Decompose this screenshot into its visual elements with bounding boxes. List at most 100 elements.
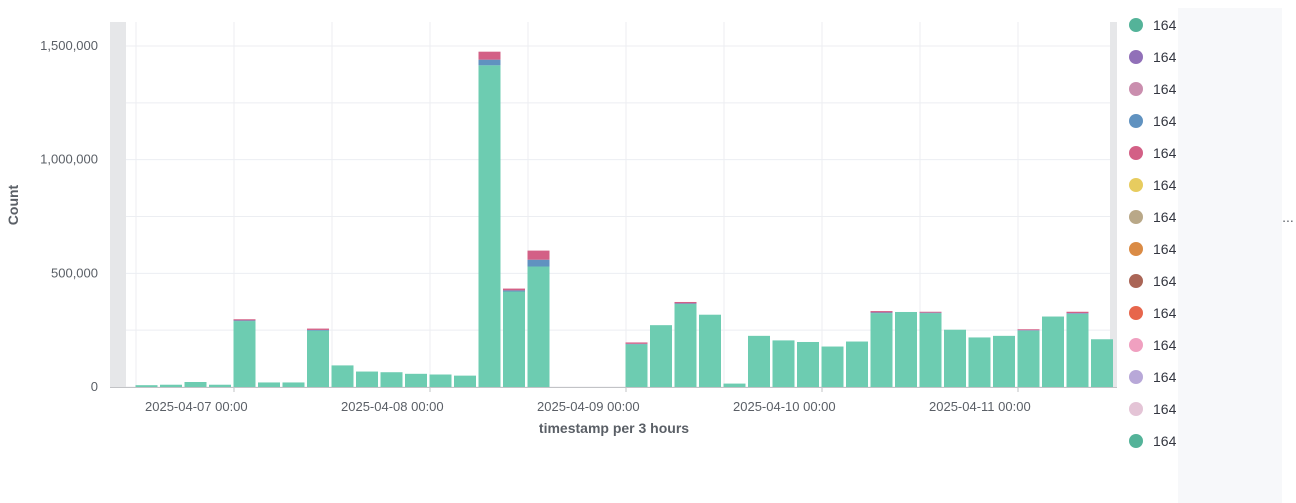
x-tick-label: 2025-04-08 00:00 — [341, 399, 444, 414]
bar-segment[interactable] — [625, 344, 648, 387]
bar-segment[interactable] — [993, 335, 1015, 387]
legend-swatch-icon — [1129, 370, 1143, 384]
bar-segment[interactable] — [135, 385, 158, 387]
bar-segment[interactable] — [1066, 313, 1089, 314]
bar-segment[interactable] — [919, 311, 942, 313]
legend-label: 164 — [1153, 81, 1177, 97]
legend-label: 164 — [1153, 145, 1177, 161]
bar-segment[interactable] — [674, 304, 697, 387]
bar-segment[interactable] — [1066, 311, 1089, 314]
bar-segment[interactable] — [233, 319, 256, 321]
bar-segment[interactable] — [748, 335, 770, 387]
bar-segment[interactable] — [503, 288, 525, 291]
legend-item[interactable]: 164 — [1129, 177, 1177, 193]
bar-segment[interactable] — [821, 346, 844, 387]
bar-segment[interactable] — [797, 341, 819, 387]
bar-segment[interactable] — [380, 372, 403, 387]
bar-segment[interactable] — [1017, 330, 1040, 387]
legend-swatch-icon — [1129, 338, 1143, 352]
bar-segment[interactable] — [1091, 339, 1113, 387]
bar-segment[interactable] — [282, 382, 305, 387]
x-tick-label: 2025-04-07 00:00 — [145, 399, 248, 414]
bar-segment[interactable] — [478, 59, 501, 66]
bar-segment[interactable] — [405, 373, 427, 387]
x-axis-title: timestamp per 3 hours — [539, 420, 689, 436]
legend-item[interactable]: 164 — [1129, 273, 1177, 289]
bar-segment[interactable] — [919, 313, 942, 387]
bar-segment[interactable] — [429, 374, 452, 387]
legend-swatch-icon — [1129, 114, 1143, 128]
bar-segment[interactable] — [723, 383, 746, 387]
legend-item[interactable]: 164 — [1129, 433, 1177, 449]
legend-item[interactable]: 164 — [1129, 369, 1177, 385]
bar-segment[interactable] — [919, 312, 942, 314]
legend-swatch-icon — [1129, 242, 1143, 256]
bar-segment[interactable] — [527, 266, 550, 387]
legend-item[interactable]: 164 — [1129, 17, 1177, 33]
bar-segment[interactable] — [233, 321, 256, 387]
bar-segment[interactable] — [944, 329, 966, 387]
legend-item[interactable]: 164 — [1129, 81, 1177, 97]
bar-segment[interactable] — [699, 314, 721, 387]
bar-segment[interactable] — [307, 329, 329, 331]
legend-swatch-icon — [1129, 178, 1143, 192]
legend-item[interactable]: 164 — [1129, 49, 1177, 65]
bar-segment[interactable] — [1066, 313, 1089, 387]
bar-segment[interactable] — [625, 343, 648, 345]
bar-segment[interactable] — [478, 65, 501, 387]
bar-segment[interactable] — [503, 290, 525, 292]
bar-segment[interactable] — [870, 311, 893, 313]
legend-label: 164 — [1153, 305, 1177, 321]
bar-segment[interactable] — [1042, 316, 1064, 387]
bar-segment[interactable] — [258, 382, 280, 387]
bar-segment[interactable] — [454, 375, 476, 387]
bar-segment[interactable] — [625, 342, 648, 344]
legend-item[interactable]: 164 — [1129, 337, 1177, 353]
bar-segment[interactable] — [846, 341, 868, 387]
bar-segment[interactable] — [527, 259, 550, 267]
legend-swatch-icon — [1129, 146, 1143, 160]
bar-segment[interactable] — [870, 312, 893, 314]
legend[interactable]: 164 164 164 164 164 164 164 164 164 164 164 164 164 1… — [1129, 17, 1177, 449]
bar-segment[interactable] — [674, 303, 697, 305]
legend-swatch-icon — [1129, 434, 1143, 448]
bar-segment[interactable] — [527, 250, 550, 260]
bar-segment[interactable] — [307, 328, 329, 330]
bar-segment[interactable] — [307, 330, 329, 387]
y-tick-label: 0 — [91, 379, 98, 394]
bars-layer — [135, 51, 1113, 387]
bar-segment[interactable] — [674, 301, 697, 304]
bar-segment[interactable] — [870, 313, 893, 387]
legend-label: 164 — [1153, 209, 1177, 225]
bar-segment[interactable] — [233, 320, 256, 322]
bar-segment[interactable] — [968, 337, 991, 387]
bar-segment[interactable] — [160, 384, 182, 387]
legend-swatch-icon — [1129, 82, 1143, 96]
legend-swatch-icon — [1129, 18, 1143, 32]
legend-label: 164 — [1153, 49, 1177, 65]
legend-item[interactable]: 164 — [1129, 305, 1177, 321]
legend-item[interactable]: 164 — [1129, 401, 1177, 417]
legend-swatch-icon — [1129, 274, 1143, 288]
bar-segment[interactable] — [356, 371, 378, 387]
bar-segment[interactable] — [503, 291, 525, 387]
legend-item[interactable]: 164 — [1129, 241, 1177, 257]
legend-more-indicator[interactable]: ... — [1282, 209, 1294, 225]
bar-segment[interactable] — [772, 340, 795, 387]
bar-segment[interactable] — [331, 365, 354, 387]
bar-segment[interactable] — [1017, 330, 1040, 331]
bar-segment[interactable] — [209, 384, 231, 387]
legend-item[interactable]: 164 — [1129, 113, 1177, 129]
x-tick-label: 2025-04-10 00:00 — [733, 399, 836, 414]
x-tick-label: 2025-04-09 00:00 — [537, 399, 640, 414]
legend-label: 164 — [1153, 273, 1177, 289]
bar-segment[interactable] — [1017, 329, 1040, 331]
bar-segment[interactable] — [650, 325, 672, 387]
bar-segment[interactable] — [478, 51, 501, 60]
y-tick-label: 500,000 — [51, 265, 98, 280]
legend-item[interactable]: 164 — [1129, 145, 1177, 161]
legend-item[interactable]: 164 — [1129, 209, 1177, 225]
bar-segment[interactable] — [184, 381, 207, 387]
bar-segment[interactable] — [895, 311, 917, 387]
